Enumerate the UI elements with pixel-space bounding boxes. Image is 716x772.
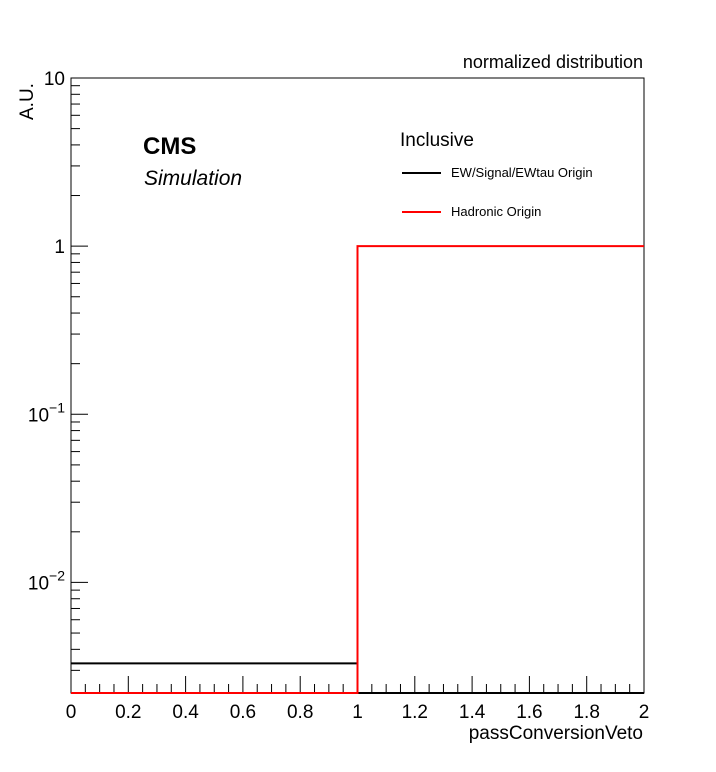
cms-label: CMS	[143, 133, 196, 160]
simulation-label: Simulation	[144, 167, 242, 190]
y-tick-label: 10	[44, 69, 65, 90]
legend-entry-hadronic: Hadronic Origin	[451, 204, 541, 219]
legend: Inclusive EW/Signal/EWtau Origin Hadroni…	[400, 130, 593, 219]
x-tick-label: 0.8	[287, 702, 313, 723]
legend-header: Inclusive	[400, 130, 474, 151]
x-tick-label: 0.4	[172, 702, 199, 723]
y-tick-label: 10−2	[28, 567, 65, 594]
x-axis-title: passConversionVeto	[469, 723, 643, 744]
series-line-1	[71, 245, 644, 694]
y-axis-title: A.U.	[17, 83, 38, 120]
x-tick-label: 0.2	[115, 702, 141, 723]
x-tick-label: 2	[639, 702, 650, 723]
x-tick-label: 1.2	[402, 702, 428, 723]
legend-entry-ew-signal: EW/Signal/EWtau Origin	[451, 165, 593, 180]
x-tick-label: 0.6	[230, 702, 256, 723]
axis-ticks: 0 0.2 0.4 0.6 0.8 1 1.2 1.4 1.6 1.8 2 10 1 10−1 10−2	[28, 69, 649, 723]
chart-title: normalized distribution	[463, 52, 643, 72]
x-tick-label: 1	[352, 702, 363, 723]
y-tick-label: 1	[54, 237, 65, 258]
x-tick-label: 1.6	[516, 702, 542, 723]
x-tick-label: 1.4	[459, 702, 486, 723]
y-tick-label: 10−1	[28, 399, 65, 426]
x-tick-label: 0	[66, 702, 77, 723]
histogram-lines	[71, 245, 644, 694]
x-tick-label: 1.8	[573, 702, 599, 723]
